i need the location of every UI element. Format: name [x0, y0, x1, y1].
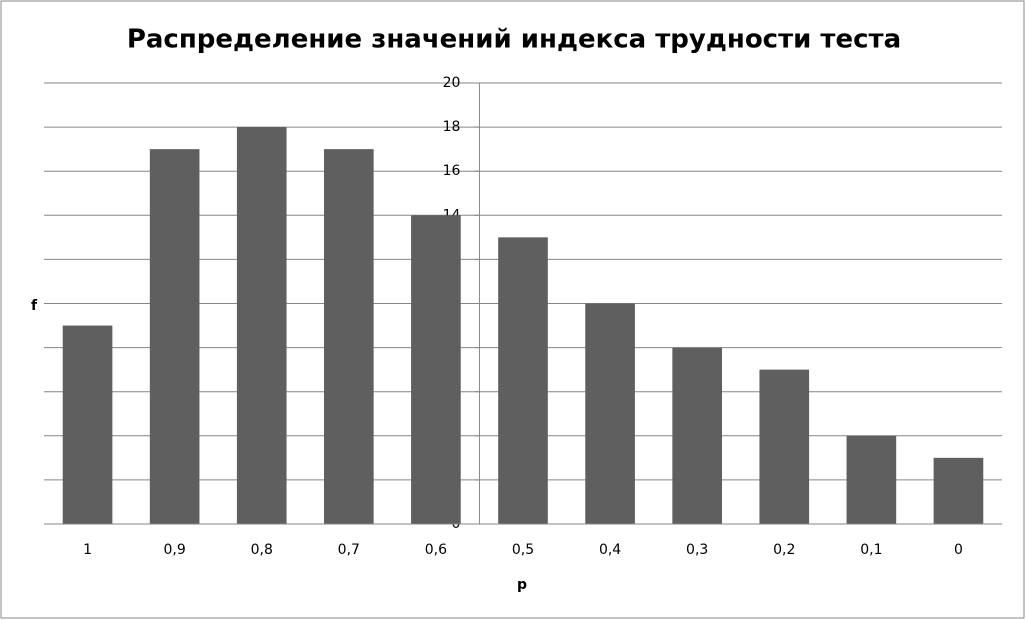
chart-title: Распределение значений индекса трудности…	[127, 25, 901, 55]
bar	[236, 127, 287, 524]
x-tick-label: 0,4	[599, 542, 621, 558]
bar	[846, 435, 897, 524]
x-tick-label: 0,7	[338, 542, 360, 558]
x-tick-label: 0,5	[512, 542, 534, 558]
x-tick-label: 0,3	[686, 542, 708, 558]
x-tick-label: 0,2	[773, 542, 795, 558]
bar	[411, 215, 461, 525]
x-tick-label: 0,8	[251, 542, 273, 558]
bar	[62, 325, 113, 524]
bar	[585, 303, 635, 524]
x-tick-label: 0	[954, 542, 963, 558]
bar	[672, 347, 723, 524]
x-axis-label: p	[517, 577, 527, 593]
y-tick-label: 16	[443, 163, 461, 179]
y-axis-label: f	[31, 298, 38, 314]
bar	[323, 149, 374, 524]
bar	[149, 149, 200, 524]
bar	[498, 237, 548, 524]
y-tick-label: 20	[443, 75, 461, 91]
bar	[933, 457, 984, 524]
x-tick-label: 1	[83, 542, 92, 558]
x-tick-label: 0,6	[425, 542, 447, 558]
x-tick-label: 0,9	[164, 542, 186, 558]
y-tick-label: 18	[443, 119, 461, 135]
bar	[759, 369, 810, 524]
x-tick-label: 0,1	[860, 542, 882, 558]
